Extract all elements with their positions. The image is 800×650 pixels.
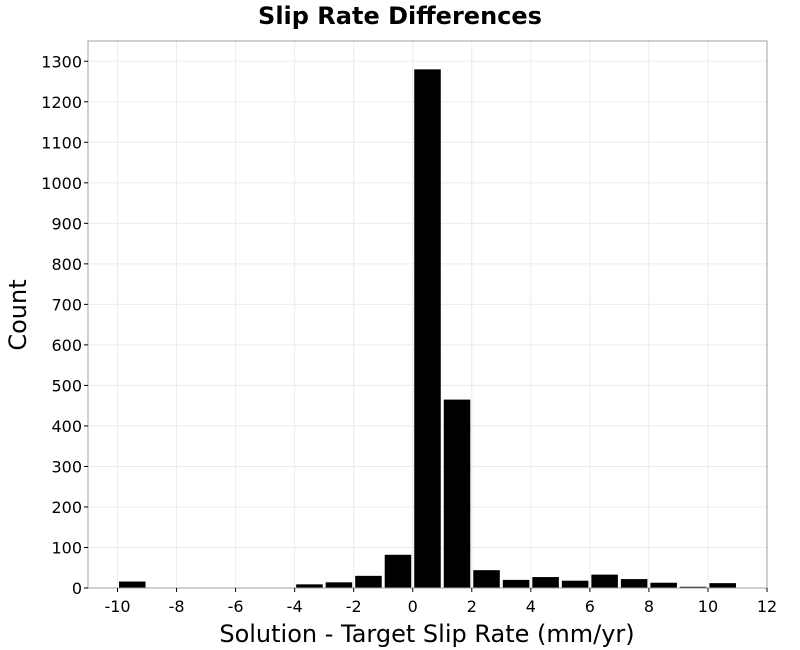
plot-frame xyxy=(87,40,768,589)
y-tick-label: 1300 xyxy=(41,52,82,71)
x-tick-label: -10 xyxy=(104,597,130,616)
x-axis-title: Solution - Target Slip Rate (mm/yr) xyxy=(219,620,634,648)
x-tick-label: 10 xyxy=(698,597,718,616)
y-tick-label: 500 xyxy=(51,376,82,395)
y-tick-label: 1200 xyxy=(41,93,82,112)
x-tick-label: -6 xyxy=(228,597,244,616)
x-tick-label: 0 xyxy=(408,597,418,616)
histogram-bar xyxy=(443,399,471,588)
x-tick-label: 4 xyxy=(526,597,536,616)
y-tick-label: 700 xyxy=(51,295,82,314)
histogram-bar xyxy=(532,577,559,588)
histogram-bar xyxy=(296,584,323,588)
x-tick-label: -8 xyxy=(169,597,185,616)
histogram-bar xyxy=(119,581,146,588)
y-tick-labels: 0 100 200 300 400 500 600 700 800 900 1000 1100 1200… xyxy=(41,52,88,598)
histogram-bar xyxy=(384,554,412,588)
x-tick-labels: -10 -8 -6 -4 -2 0 2 4 6 8 10 12 xyxy=(104,588,777,616)
y-tick-label: 300 xyxy=(51,457,82,476)
y-tick-label: 100 xyxy=(51,538,82,557)
x-tick-label: 8 xyxy=(644,597,654,616)
y-tick-label: 600 xyxy=(51,336,82,355)
chart-title: Slip Rate Differences xyxy=(258,2,542,30)
y-tick-label: 1100 xyxy=(41,133,82,152)
histogram-bar xyxy=(502,579,530,588)
histogram-bar xyxy=(325,582,353,588)
y-tick-label: 1000 xyxy=(41,174,82,193)
histogram-bar xyxy=(620,579,648,588)
histogram-bar xyxy=(679,586,707,588)
x-tick-label: 6 xyxy=(585,597,595,616)
x-tick-label: 12 xyxy=(757,597,777,616)
x-tick-label: -2 xyxy=(346,597,362,616)
histogram-bar xyxy=(414,69,441,588)
y-tick-label: 0 xyxy=(72,579,82,598)
histogram-bar xyxy=(355,575,382,588)
y-tick-label: 200 xyxy=(51,498,82,517)
histogram-bar xyxy=(709,583,736,588)
histogram-bar xyxy=(650,582,677,588)
y-tick-label: 800 xyxy=(51,255,82,274)
y-axis-title: Count xyxy=(4,279,32,350)
x-tick-label: 2 xyxy=(467,597,477,616)
y-tick-label: 400 xyxy=(51,417,82,436)
x-tick-label: -4 xyxy=(287,597,303,616)
histogram-bar xyxy=(473,570,500,588)
histogram-bar xyxy=(561,580,589,588)
y-tick-label: 900 xyxy=(51,214,82,233)
bars xyxy=(119,69,736,588)
histogram-bar xyxy=(591,574,618,588)
